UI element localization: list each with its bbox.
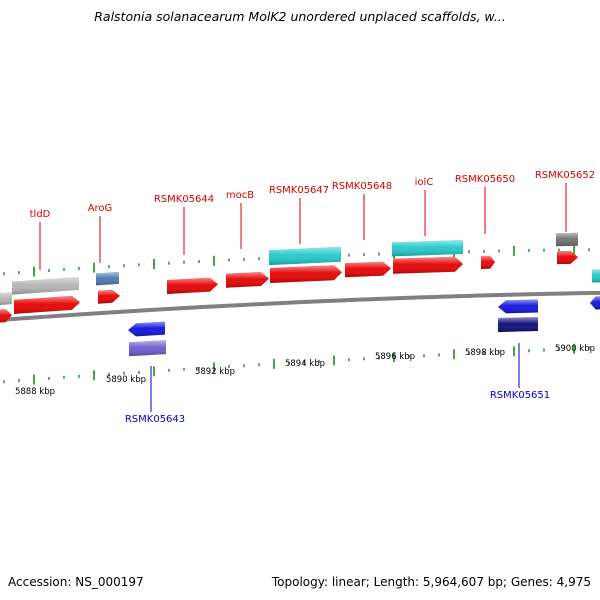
gene-rsmk05643-shade <box>128 321 165 337</box>
feature-iolC-shade <box>392 240 463 257</box>
feature-rsmk05643-shade <box>129 340 166 357</box>
kbp-label: 5898 kbp <box>465 348 505 358</box>
gene-rsmk05643[interactable] <box>128 321 165 337</box>
gene-rsmk05648[interactable] <box>345 261 391 278</box>
gene-rsmk05644[interactable] <box>167 277 218 294</box>
feature-rsmk05647[interactable] <box>269 246 341 266</box>
gene-label-rsmk05647[interactable]: RSMK05647 <box>269 185 329 196</box>
gene-label-rsmk05644[interactable]: RSMK05644 <box>154 194 214 205</box>
feature-rsmk05651-shade <box>498 317 538 332</box>
label-leader-lines <box>39 183 567 412</box>
gene-rsmk05647-shade <box>270 265 342 283</box>
feature-iolC[interactable] <box>392 240 463 257</box>
feature-gray[interactable] <box>0 292 12 305</box>
gene-rsmk05650[interactable] <box>481 255 495 269</box>
gene-label-aroG[interactable]: AroG <box>88 203 113 214</box>
gene-arrow[interactable] <box>0 309 12 323</box>
feature-aroG-shade <box>96 271 119 286</box>
gene-rsmk05651-shade <box>498 299 538 314</box>
gene-aroG-shade <box>98 289 120 304</box>
feature-rsmk05651[interactable] <box>498 317 538 332</box>
feature-tldD[interactable] <box>12 276 79 295</box>
gene-rsmk05648-shade <box>345 261 391 278</box>
feature-tldD-shade <box>12 276 79 295</box>
feature-rsmk05643[interactable] <box>129 340 166 357</box>
gene-label-rsmk05643[interactable]: RSMK05643 <box>125 414 185 425</box>
kbp-label: 5888 kbp <box>15 387 55 397</box>
gene-features[interactable] <box>0 232 600 357</box>
kbp-label: 5890 kbp <box>106 375 146 385</box>
gene-edge-rev-shade <box>590 296 600 310</box>
gene-rsmk05650-shade <box>481 255 495 269</box>
gene-label-mocB[interactable]: mocB <box>226 190 254 201</box>
feature-rsmk05652[interactable] <box>556 232 578 247</box>
gene-arrow-shade <box>0 309 12 323</box>
gene-label-rsmk05651[interactable]: RSMK05651 <box>490 390 550 401</box>
accession-text: Accession: NS_000197 <box>8 575 144 589</box>
feature-edge[interactable] <box>592 269 600 283</box>
gene-iolC[interactable] <box>393 256 463 274</box>
kbp-label: 5892 kbp <box>195 367 235 377</box>
gene-rsmk05644-shade <box>167 277 218 294</box>
gene-mocB-shade <box>226 272 269 288</box>
gene-tldD-shade <box>14 295 80 314</box>
feature-aroG[interactable] <box>96 271 119 286</box>
feature-gray-shade <box>0 292 12 305</box>
gene-rsmk05651[interactable] <box>498 299 538 314</box>
kbp-label: 5900 kbp <box>555 344 595 354</box>
gene-iolC-shade <box>393 256 463 274</box>
feature-rsmk05652-shade <box>556 232 578 247</box>
inner-dot-track <box>3 343 590 385</box>
feature-rsmk05647-shade <box>269 246 341 266</box>
gene-aroG[interactable] <box>98 289 120 304</box>
feature-edge-shade <box>592 269 600 283</box>
map-title: Ralstonia solanacearum MolK2 unordered u… <box>94 9 506 24</box>
gene-label-rsmk05650[interactable]: RSMK05650 <box>455 174 515 185</box>
gene-edge-rev[interactable] <box>590 296 600 310</box>
gene-label-rsmk05652[interactable]: RSMK05652 <box>535 170 595 181</box>
gene-rsmk05652-shade <box>557 250 578 265</box>
gene-label-rsmk05648[interactable]: RSMK05648 <box>332 181 392 192</box>
sequence-backbone <box>0 290 600 322</box>
gene-label-iolC[interactable]: iolC <box>415 177 434 188</box>
kbp-label: 5896 kbp <box>375 352 415 362</box>
gene-rsmk05652[interactable] <box>557 250 578 265</box>
gene-rsmk05647[interactable] <box>270 265 342 283</box>
gene-label-tldD[interactable]: tldD <box>30 209 51 220</box>
gene-mocB[interactable] <box>226 272 269 288</box>
kbp-label: 5894 kbp <box>285 359 325 369</box>
genome-summary-text: Topology: linear; Length: 5,964,607 bp; … <box>271 575 591 589</box>
gene-tldD[interactable] <box>14 295 80 314</box>
